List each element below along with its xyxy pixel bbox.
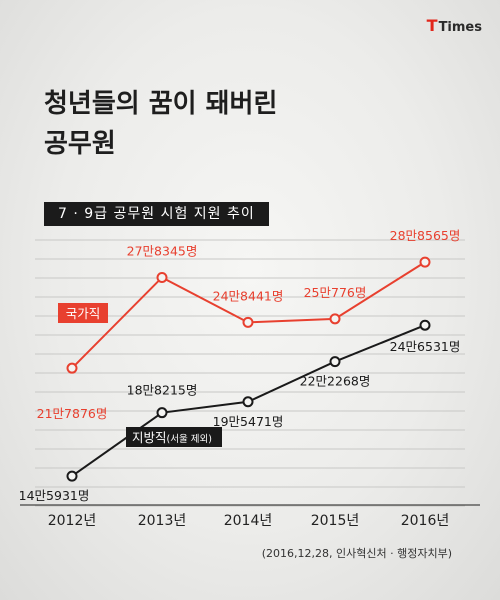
- brand-logo: T Times: [427, 16, 482, 35]
- data-label: 21만7876명: [37, 406, 108, 421]
- x-tick-label: 2016년: [401, 513, 450, 529]
- series-tag-label: 국가직: [66, 306, 101, 321]
- logo-mark: T: [426, 16, 438, 35]
- data-point: [156, 271, 168, 283]
- data-point: [66, 362, 78, 374]
- grid-lines: [35, 239, 465, 507]
- title-line2: 공무원: [44, 129, 116, 159]
- series-tag-label: 지방직(서울 제외): [132, 430, 212, 445]
- chart-subtitle: 7 · 9급 공무원 시험 지원 추이: [44, 202, 269, 226]
- series-tag-local: 지방직(서울 제외): [126, 427, 222, 447]
- series-tag-bg: [126, 427, 222, 447]
- title-bold: 청년들의 꿈: [44, 89, 173, 119]
- data-label: 24만6531명: [390, 339, 461, 354]
- x-tick-label: 2014년: [224, 513, 273, 529]
- series-tag-bg: [58, 303, 108, 323]
- source-note: (2016,12,28, 인사혁신처 · 행정자치부): [261, 547, 452, 560]
- data-point: [156, 407, 168, 419]
- series-tag-name: 지방직: [132, 430, 167, 445]
- data-point: [419, 256, 431, 268]
- data-label: 25만776명: [304, 285, 367, 300]
- data-label: 19만5471명: [213, 414, 284, 429]
- series-tag-suffix: (서울 제외): [167, 433, 212, 445]
- page-title: 청년들의 꿈이 돼버린 공무원: [44, 84, 277, 164]
- data-point: [66, 470, 78, 482]
- data-label: 18만8215명: [127, 383, 198, 398]
- logo-text: Times: [438, 20, 482, 35]
- data-point: [419, 319, 431, 331]
- data-label: 22만2268명: [300, 374, 371, 389]
- data-label: 28만8565명: [390, 228, 461, 243]
- data-point: [242, 396, 254, 408]
- data-label: 24만8441명: [213, 288, 284, 303]
- data-label: 14만5931명: [19, 488, 90, 503]
- data-point: [329, 313, 341, 325]
- data-point: [329, 356, 341, 368]
- x-tick-label: 2015년: [311, 513, 360, 529]
- data-point: [242, 316, 254, 328]
- x-tick-label: 2012년: [48, 513, 97, 529]
- series-tag-national: 국가직: [58, 303, 108, 323]
- x-tick-label: 2013년: [138, 513, 187, 529]
- data-label: 27만8345명: [127, 243, 198, 258]
- title-rest: 이 돼버린: [172, 89, 278, 119]
